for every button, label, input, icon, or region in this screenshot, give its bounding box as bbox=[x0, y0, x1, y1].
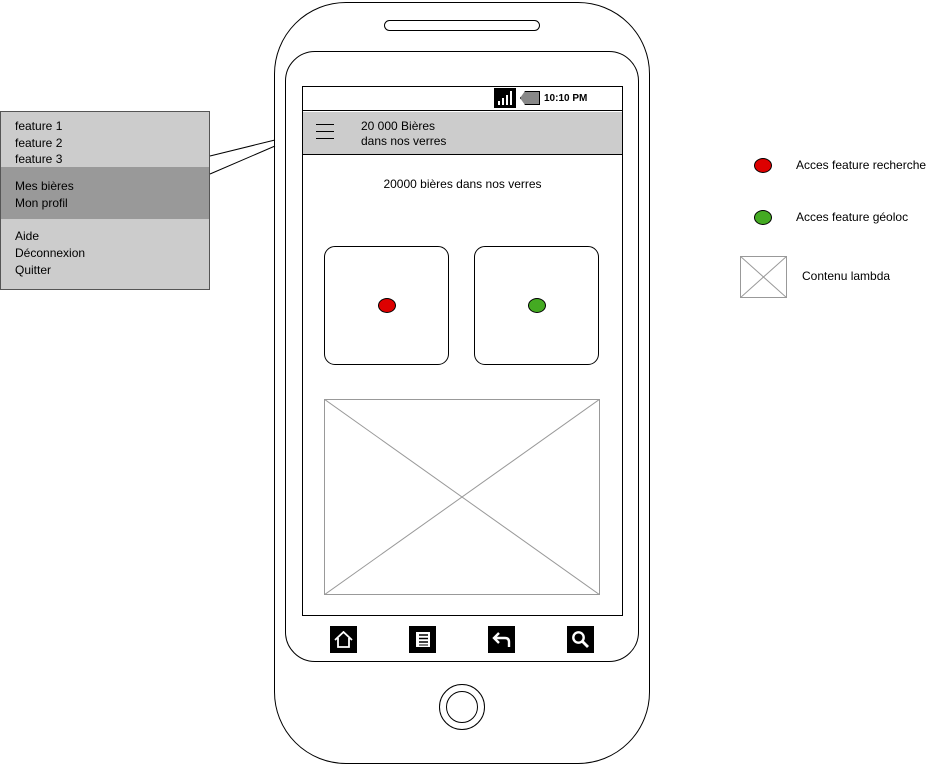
back-icon[interactable] bbox=[488, 626, 515, 653]
feature-recherche-card[interactable] bbox=[324, 246, 449, 365]
side-menu: feature 1 feature 2 feature 3 Mes bières… bbox=[0, 111, 210, 290]
menu-item-feature-1[interactable]: feature 1 bbox=[15, 119, 63, 133]
app-title: 20 000 Bières dans nos verres bbox=[361, 119, 446, 149]
legend-red-dot-icon bbox=[754, 158, 772, 173]
menu-item-mes-bieres[interactable]: Mes bières bbox=[15, 179, 74, 193]
signal-icon bbox=[494, 88, 516, 108]
legend-green-dot-icon bbox=[754, 210, 772, 225]
menu-item-feature-2[interactable]: feature 2 bbox=[15, 136, 63, 150]
content-placeholder bbox=[324, 399, 600, 595]
search-icon[interactable] bbox=[567, 626, 594, 653]
app-title-line1: 20 000 Bières bbox=[361, 119, 436, 133]
phone-bezel bbox=[285, 51, 639, 662]
legend-recherche-label: Acces feature recherche bbox=[796, 158, 927, 172]
menu-item-feature-3[interactable]: feature 3 bbox=[15, 152, 63, 166]
legend-contenu-label: Contenu lambda bbox=[802, 269, 891, 283]
page-title: 20000 bières dans nos verres bbox=[383, 177, 542, 191]
menu-item-deconnexion[interactable]: Déconnexion bbox=[15, 246, 86, 260]
menu-list-icon[interactable] bbox=[409, 626, 436, 653]
red-dot-icon bbox=[378, 298, 396, 313]
feature-geoloc-card[interactable] bbox=[474, 246, 599, 365]
menu-group-app: Aide Déconnexion Quitter bbox=[1, 219, 209, 289]
hamburger-icon[interactable] bbox=[316, 124, 334, 144]
menu-item-mon-profil[interactable]: Mon profil bbox=[15, 196, 68, 210]
legend-geoloc-label: Acces feature géoloc bbox=[796, 210, 909, 224]
status-bar bbox=[302, 86, 623, 111]
menu-item-quitter[interactable]: Quitter bbox=[15, 263, 52, 277]
menu-group-user: Mes bières Mon profil bbox=[1, 167, 209, 219]
menu-group-features: feature 1 feature 2 feature 3 bbox=[1, 112, 209, 166]
legend-placeholder-icon bbox=[740, 256, 787, 298]
home-icon[interactable] bbox=[330, 626, 357, 653]
status-time: 10:10 PM bbox=[544, 93, 588, 104]
battery-icon bbox=[520, 91, 540, 105]
app-title-line2: dans nos verres bbox=[361, 134, 447, 148]
app-header bbox=[303, 112, 622, 155]
green-dot-icon bbox=[528, 298, 546, 313]
phone-home-button[interactable] bbox=[439, 684, 485, 730]
phone-speaker bbox=[384, 20, 540, 31]
menu-item-aide[interactable]: Aide bbox=[15, 229, 40, 243]
